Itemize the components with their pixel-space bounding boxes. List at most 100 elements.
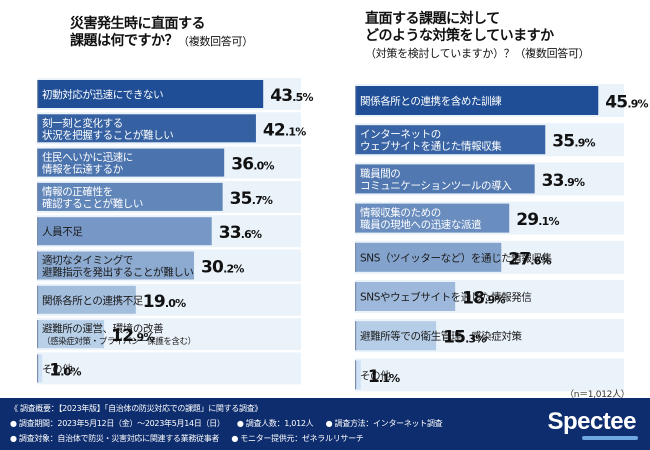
footer-text: ● 調査人数：1,012人: [236, 419, 314, 428]
right-value-label: 27.6%: [508, 249, 551, 269]
right-value-label-dec: .9%: [484, 294, 505, 307]
left-bar: [37, 320, 105, 349]
right-category-label-line: その他: [360, 369, 391, 382]
right-value-label-dec: .1%: [379, 372, 400, 385]
left-bar-band: [37, 352, 301, 385]
right-value-label-int: 27: [508, 249, 530, 269]
right-category-label-line: 職員間の: [360, 168, 400, 180]
right-category-label: 避難所等での衛生管理、感染症対策: [360, 330, 522, 343]
left-category-label-line: 状況を把握することが難しい: [42, 128, 173, 141]
right-bar: [355, 125, 546, 155]
left-value-label-dec: .5%: [292, 91, 313, 104]
right-value-label-dec: .9%: [574, 137, 595, 150]
left-category-label: 刻一刻と変化する状況を把握することが難しい: [42, 116, 173, 141]
left-value-label: 36.0%: [231, 155, 274, 175]
right-category-label-line: ウェブサイトを通じた情報収集: [360, 140, 502, 153]
right-value-label: 35.9%: [552, 132, 595, 152]
left-value-label-int: 35: [230, 189, 252, 209]
left-bar: [37, 80, 264, 108]
left-bar-axis-tick: [37, 354, 39, 383]
right-value-label-int: 29: [516, 210, 538, 230]
left-chart-title: 災害発生時に直面する 課題は何ですか？（複数回答可）: [70, 16, 253, 50]
right-category-label-line: 避難所等での衛生管理、感染症対策: [360, 330, 522, 343]
right-value-label-int: 33: [542, 171, 564, 191]
left-bar-axis-tick: [37, 251, 39, 280]
left-category-label: 適切なタイミングで避難指示を発出することが難しい: [42, 254, 194, 279]
footer-text: ● 調査方法：インターネット調査: [325, 419, 443, 428]
right-category-label: 職員間のコミュニケーションツールの導入: [360, 168, 512, 192]
right-bar: [355, 282, 456, 311]
left-value-label-dec: .0%: [253, 160, 274, 173]
right-bar-axis-tick: [355, 203, 357, 233]
left-value-label-int: 33: [219, 223, 241, 243]
left-value-label-int: 36: [231, 155, 253, 175]
left-category-label-line: 確認することが難しい: [42, 197, 143, 210]
spectee-logo: Spectee: [547, 408, 636, 435]
right-value-label-int: 1: [368, 367, 379, 387]
right-bar: [355, 203, 510, 233]
left-category-label: その他: [42, 362, 73, 375]
sample-size-note: （n＝1,012人）: [565, 390, 630, 400]
left-value-label: 30.2%: [201, 258, 244, 278]
left-category-label-line: 刻一刻と変化する: [42, 116, 123, 129]
right-value-label-dec: .9%: [564, 176, 585, 189]
right-value-label-int: 35: [552, 132, 574, 152]
right-category-label-line: インターネットの: [360, 129, 441, 141]
right-value-label: 15.3%: [443, 328, 486, 348]
right-category-label: SNS（ツイッターなど）を通じた情報収集: [360, 251, 553, 264]
left-bar-axis-tick: [37, 217, 39, 246]
right-bar-chart: 関係各所との連携を含めた訓練 45.9%インターネットのウェブサイトを通じた情報収…: [355, 84, 649, 392]
right-value-label-int: 18: [462, 289, 484, 309]
left-category-label-line: 情報を伝達するか: [42, 163, 124, 176]
right-category-label: 関係各所との連携を含めた訓練: [360, 95, 502, 108]
right-category-label-line: 情報収集のための: [360, 206, 441, 219]
right-value-label: 18.9%: [462, 289, 505, 309]
left-value-label-int: 43: [270, 86, 292, 106]
footer-line-3: ● 調査対象：自治体で防災・災害対応に関連する業務従事者 ● モニター提供元：ゼ…: [10, 433, 374, 444]
left-category-label: 情報の正確性を確認することが難しい: [42, 185, 143, 210]
left-bar-axis-tick: [37, 114, 39, 143]
left-bar-chart: 初動対応が迅速にできない 43.5% 刻一刻と変化する状況を把握することが難しい 42…: [37, 78, 314, 385]
right-bar-axis-tick: [355, 282, 357, 311]
right-category-label-line: 職員の現地への迅速な派遣: [360, 218, 482, 231]
left-category-label-line: 情報の正確性を: [42, 185, 113, 198]
left-value-label-int: 1: [49, 360, 60, 380]
right-value-label-dec: .1%: [538, 215, 559, 228]
right-category-label-line: 関係各所との連携を含めた訓練: [360, 95, 502, 108]
right-bar-axis-tick: [355, 164, 357, 194]
right-value-label: 1.1%: [368, 367, 400, 387]
right-category-label-line: コミュニケーションツールの導入: [360, 179, 512, 192]
left-bar-axis-tick: [37, 320, 39, 349]
right-category-label-line: SNS（ツイッターなど）を通じた情報収集: [360, 251, 553, 264]
right-title-line: どのような対策をしていますか: [365, 28, 554, 44]
left-bar-axis-tick: [37, 80, 39, 108]
left-bar: [37, 285, 136, 314]
right-bar-axis-tick: [355, 86, 357, 115]
right-chart-title: 直面する課題に対して どのような対策をしていますか （対策を検討していますか）？…: [365, 11, 590, 62]
right-value-label-dec: .6%: [530, 254, 551, 267]
left-title-line: 課題は何ですか？: [70, 33, 179, 49]
right-value-label-int: 45: [605, 93, 627, 113]
right-bar-band: [355, 358, 624, 392]
right-title-note: （対策を検討していますか）？（複数回答可）: [365, 47, 590, 60]
left-value-label: 43.5%: [270, 86, 313, 106]
right-category-label: 情報収集のための職員の現地への迅速な派遣: [360, 206, 482, 231]
right-value-label: 33.9%: [542, 171, 585, 191]
left-value-label: 19.0%: [143, 292, 186, 312]
right-bar-axis-tick: [355, 125, 357, 155]
right-value-label-dec: .9%: [627, 98, 648, 111]
left-value-label-dec: .0%: [165, 297, 186, 310]
left-bar: [37, 148, 225, 177]
left-category-label-line: 関係各所との連携不足: [42, 294, 144, 307]
right-category-label-line: SNSやウェブサイトを通じた情報発信: [360, 291, 531, 304]
left-bar-axis-tick: [37, 182, 39, 211]
left-value-label-dec: .7%: [252, 194, 273, 207]
right-bar: [355, 321, 437, 351]
right-bar-axis-tick: [355, 242, 357, 272]
left-category-label-line: 人員不足: [42, 226, 83, 238]
survey-footer: 《 調査概要：【2023年版】「自治体の防災対応での課題」に関する調査》 ● 調…: [0, 398, 650, 450]
left-category-label-line: その他: [42, 362, 73, 375]
right-value-label: 29.1%: [516, 210, 559, 230]
left-value-label-dec: .2%: [223, 263, 244, 276]
left-value-label: 33.6%: [219, 223, 262, 243]
